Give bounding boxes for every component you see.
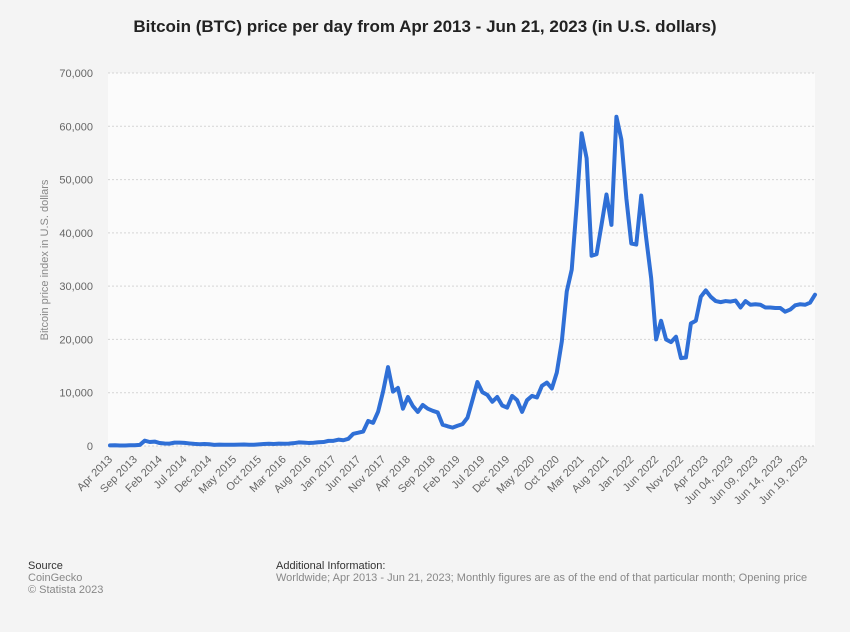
info-title: Additional Information: bbox=[276, 560, 386, 572]
footer-source: Source CoinGecko © Statista 2023 bbox=[28, 560, 103, 596]
y-tick-label: 60,000 bbox=[59, 121, 93, 133]
footer-info: Additional Information: Worldwide; Apr 2… bbox=[276, 560, 807, 584]
y-tick-label: 40,000 bbox=[59, 228, 93, 240]
source: CoinGecko bbox=[28, 572, 83, 584]
y-tick-label: 50,000 bbox=[59, 175, 93, 187]
info: Worldwide; Apr 2013 - Jun 21, 2023; Mont… bbox=[276, 572, 808, 584]
y-axis-label: Bitcoin price index in U.S. dollars bbox=[39, 179, 51, 340]
y-tick-label: 0 bbox=[87, 441, 93, 453]
chart: Bitcoin (BTC) price per day from Apr 201… bbox=[39, 17, 817, 507]
source-title: Source bbox=[28, 560, 63, 572]
y-tick-label: 10,000 bbox=[59, 388, 93, 400]
price-line bbox=[108, 114, 817, 448]
chart-title: Bitcoin (BTC) price per day from Apr 201… bbox=[133, 17, 716, 36]
copyright: © Statista 2023 bbox=[28, 584, 104, 596]
plot-area bbox=[108, 73, 815, 446]
y-tick-label: 70,000 bbox=[59, 68, 93, 80]
y-tick-label: 30,000 bbox=[59, 281, 93, 293]
y-tick-label: 20,000 bbox=[59, 334, 93, 346]
